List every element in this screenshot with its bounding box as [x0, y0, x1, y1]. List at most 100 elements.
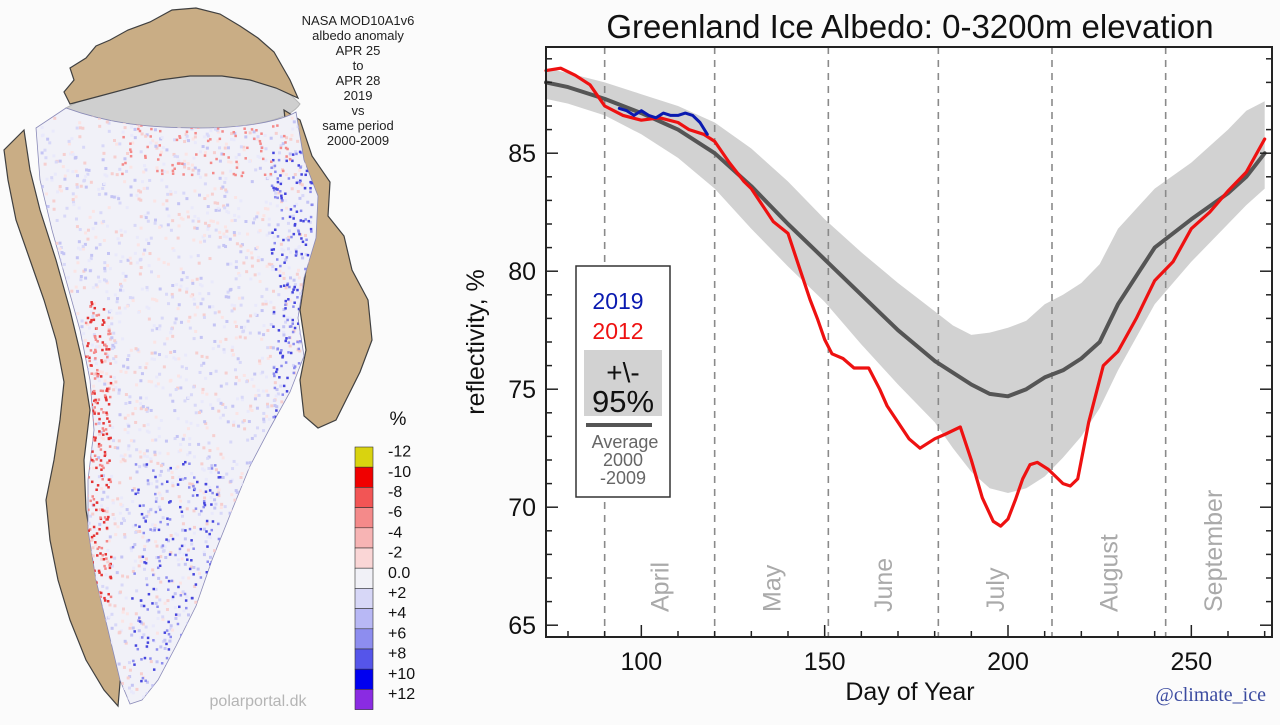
- anomaly-pixel: [77, 240, 81, 244]
- anomaly-pixel: [231, 673, 235, 677]
- anomaly-pixel: [190, 163, 194, 167]
- anomaly-pixel: [99, 459, 103, 462]
- anomaly-pixel: [218, 596, 222, 599]
- anomaly-pixel: [98, 243, 102, 247]
- anomaly-pixel: [150, 380, 154, 384]
- anomaly-pixel: [190, 654, 193, 658]
- anomaly-pixel: [144, 625, 148, 629]
- anomaly-pixel: [160, 497, 164, 501]
- anomaly-pixel: [142, 695, 146, 699]
- anomaly-pixel: [293, 480, 297, 484]
- anomaly-pixel: [236, 397, 240, 401]
- anomaly-pixel: [122, 135, 125, 139]
- anomaly-pixel: [266, 328, 270, 332]
- anomaly-pixel: [107, 121, 111, 125]
- anomaly-pixel: [53, 590, 57, 594]
- anomaly-pixel: [277, 329, 281, 332]
- anomaly-pixel: [217, 537, 221, 541]
- anomaly-pixel: [126, 422, 130, 426]
- anomaly-pixel: [113, 138, 117, 142]
- anomaly-pixel: [284, 339, 287, 343]
- anomaly-pixel: [185, 420, 189, 424]
- anomaly-pixel: [296, 178, 300, 182]
- anomaly-pixel: [233, 320, 237, 324]
- anomaly-pixel: [216, 139, 220, 143]
- anomaly-pixel: [154, 601, 158, 605]
- anomaly-pixel: [301, 194, 305, 198]
- anomaly-pixel: [192, 156, 196, 160]
- anomaly-pixel: [264, 147, 268, 151]
- anomaly-pixel: [248, 636, 252, 640]
- anomaly-pixel: [286, 247, 290, 251]
- anomaly-pixel: [95, 488, 98, 492]
- anomaly-pixel: [40, 185, 44, 189]
- anomaly-pixel: [100, 408, 103, 411]
- anomaly-pixel: [298, 180, 301, 184]
- anomaly-pixel: [277, 632, 281, 636]
- anomaly-pixel: [130, 549, 134, 553]
- anomaly-pixel: [171, 172, 175, 175]
- anomaly-pixel: [298, 418, 301, 422]
- anomaly-pixel: [311, 203, 314, 206]
- anomaly-pixel: [223, 584, 227, 588]
- anomaly-pixel: [241, 564, 245, 568]
- anomaly-pixel: [299, 283, 303, 287]
- anomaly-pixel: [291, 330, 295, 334]
- anomaly-pixel: [90, 538, 94, 542]
- anomaly-pixel: [226, 146, 230, 150]
- anomaly-pixel: [203, 501, 206, 505]
- anomaly-pixel: [272, 559, 276, 563]
- anomaly-pixel: [228, 288, 232, 292]
- anomaly-pixel: [89, 305, 92, 308]
- anomaly-pixel: [46, 425, 50, 429]
- anomaly-pixel: [157, 528, 161, 532]
- anomaly-pixel: [108, 267, 112, 271]
- anomaly-pixel: [159, 153, 162, 157]
- anomaly-pixel: [108, 445, 112, 448]
- anomaly-pixel: [234, 134, 237, 138]
- anomaly-pixel: [202, 361, 206, 365]
- anomaly-pixel: [149, 508, 153, 512]
- anomaly-pixel: [274, 187, 278, 190]
- anomaly-pixel: [152, 668, 156, 671]
- anomaly-pixel: [103, 382, 107, 386]
- legend-avg-label: -2009: [600, 468, 646, 488]
- anomaly-pixel: [43, 148, 47, 152]
- anomaly-pixel: [157, 610, 161, 614]
- anomaly-pixel: [194, 600, 198, 604]
- anomaly-pixel: [270, 576, 274, 580]
- colorbar-swatch: [354, 487, 374, 508]
- anomaly-pixel: [126, 258, 130, 262]
- anomaly-pixel: [151, 568, 155, 572]
- anomaly-pixel: [80, 689, 84, 693]
- anomaly-pixel: [105, 224, 109, 228]
- anomaly-pixel: [182, 648, 186, 652]
- anomaly-pixel: [222, 153, 226, 156]
- anomaly-pixel: [128, 476, 132, 480]
- anomaly-pixel: [111, 383, 115, 387]
- anomaly-pixel: [134, 463, 138, 466]
- anomaly-pixel: [54, 398, 57, 402]
- anomaly-pixel: [79, 184, 83, 188]
- anomaly-pixel: [101, 319, 105, 322]
- anomaly-pixel: [102, 558, 106, 561]
- anomaly-pixel: [165, 480, 169, 483]
- anomaly-pixel: [291, 424, 295, 428]
- anomaly-pixel: [186, 558, 189, 561]
- anomaly-pixel: [224, 188, 228, 192]
- anomaly-pixel: [231, 345, 235, 349]
- anomaly-pixel: [269, 665, 273, 669]
- anomaly-pixel: [192, 337, 196, 341]
- anomaly-pixel: [145, 645, 149, 648]
- anomaly-pixel: [47, 644, 51, 648]
- anomaly-pixel: [256, 677, 260, 681]
- anomaly-pixel: [207, 466, 211, 470]
- anomaly-pixel: [275, 405, 279, 409]
- anomaly-pixel: [252, 471, 256, 475]
- anomaly-pixel: [155, 682, 159, 686]
- anomaly-pixel: [120, 496, 124, 500]
- anomaly-pixel: [286, 595, 290, 599]
- anomaly-pixel: [177, 650, 181, 654]
- anomaly-pixel: [282, 169, 285, 173]
- anomaly-pixel: [210, 511, 214, 515]
